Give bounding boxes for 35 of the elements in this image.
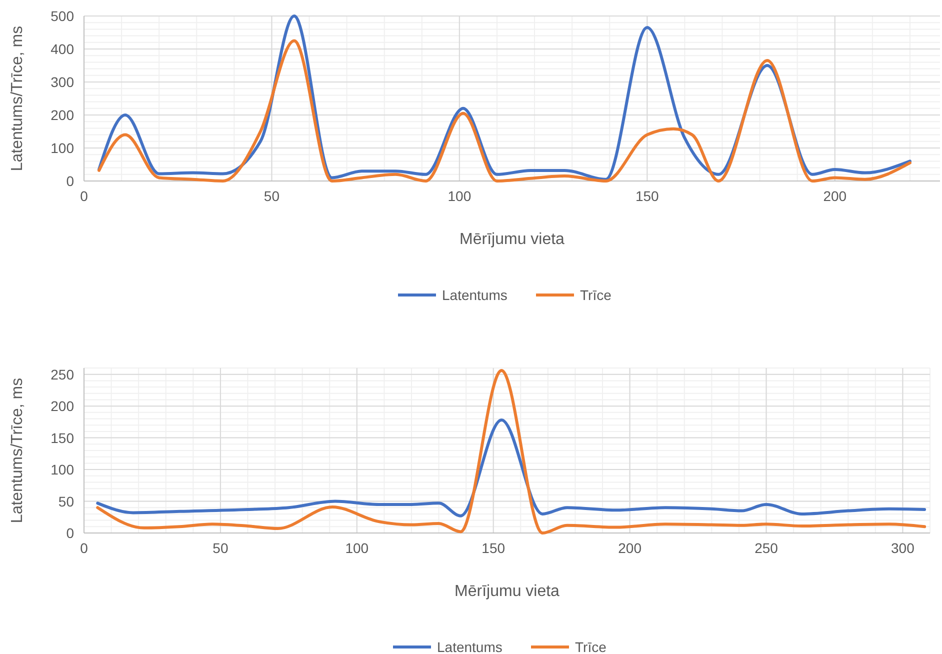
y-tick-label: 0 (66, 525, 74, 541)
legend-label: Trīce (580, 287, 612, 303)
x-tick-label: 150 (482, 540, 506, 556)
y-tick-label: 100 (50, 140, 74, 156)
x-tick-label: 150 (635, 188, 660, 204)
y-tick-label: 100 (50, 462, 74, 478)
y-axis-title: Latentums/Trīce, ms (9, 26, 26, 172)
x-tick-label: 300 (891, 540, 915, 556)
line-series (96, 418, 926, 518)
y-tick-label: 500 (50, 8, 74, 24)
y-tick-label: 400 (50, 41, 74, 57)
x-tick-label: 200 (618, 540, 642, 556)
x-tick-label: 200 (823, 188, 847, 204)
y-tick-label: 150 (50, 430, 74, 446)
x-tick-label: 100 (345, 540, 369, 556)
legend-label: Trīce (575, 639, 607, 654)
y-tick-label: 50 (58, 493, 74, 510)
x-tick-label: 0 (80, 188, 88, 204)
x-tick-label: 50 (212, 540, 228, 556)
legend-label: Latentums (442, 287, 508, 303)
x-tick-label: 50 (264, 188, 280, 204)
y-axis-title: Latentums/Trīce, ms (9, 378, 26, 524)
legend-label: Latentums (437, 639, 502, 654)
x-axis-title: Mērījumu vieta (460, 231, 565, 248)
y-tick-label: 300 (50, 74, 74, 90)
y-tick-label: 0 (66, 173, 74, 189)
x-axis-title: Mērījumu vieta (454, 583, 560, 600)
y-tick-label: 200 (50, 398, 74, 414)
y-tick-label: 200 (50, 107, 74, 123)
line-series (96, 369, 926, 534)
line-series (98, 39, 912, 182)
x-tick-label: 100 (448, 188, 472, 204)
y-tick-label: 250 (50, 366, 74, 382)
x-tick-label: 0 (80, 540, 88, 556)
x-tick-label: 250 (754, 540, 778, 556)
